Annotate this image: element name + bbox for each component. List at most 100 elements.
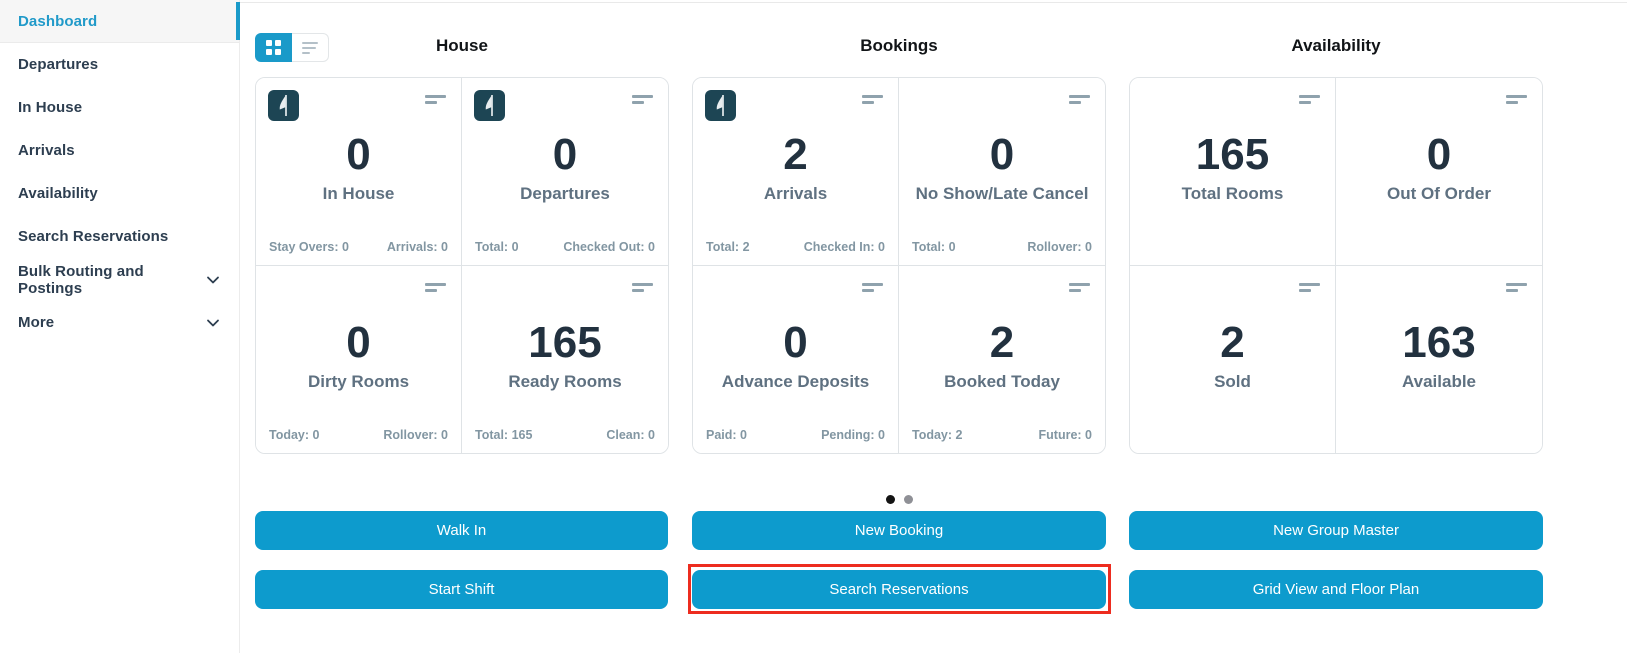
card-total-rooms[interactable]: 165 Total Rooms — [1130, 78, 1336, 266]
card-in-house[interactable]: 0 In House Stay Overs: 0 Arrivals: 0 — [256, 78, 462, 266]
filter-icon[interactable] — [862, 282, 883, 292]
stat-label: Out Of Order — [1387, 184, 1491, 203]
filter-icon[interactable] — [425, 282, 446, 292]
sidebar-item-label: More — [18, 314, 55, 331]
brand-logo-icon — [268, 90, 299, 121]
card-footer: Total: 0 Rollover: 0 — [912, 240, 1092, 254]
section-title-bookings: Bookings — [860, 36, 938, 55]
filter-icon[interactable] — [632, 95, 653, 104]
card-footer: Total: 2 Checked In: 0 — [706, 240, 885, 254]
stat-value: 0 — [1426, 130, 1452, 179]
brand-logo-icon — [474, 90, 505, 121]
filter-icon[interactable] — [425, 95, 446, 104]
grid-view-toggle-button[interactable] — [255, 33, 292, 62]
stat-label: Dirty Rooms — [307, 371, 410, 391]
card-sold[interactable]: 2 Sold — [1130, 265, 1336, 453]
sidebar-item-search-reservations[interactable]: Search Reservations — [0, 215, 239, 258]
sidebar-item-arrivals[interactable]: Arrivals — [0, 129, 239, 172]
stat-value: 0 — [346, 317, 371, 367]
section-title-availability: Availability — [1291, 36, 1381, 55]
stat-footer-left: Total: 0 — [912, 239, 956, 254]
carousel-pagination — [692, 495, 1106, 504]
new-group-master-button[interactable]: New Group Master — [1129, 511, 1543, 550]
card-footer: Paid: 0 Pending: 0 — [706, 428, 885, 442]
card-footer: Total: 165 Clean: 0 — [475, 428, 655, 442]
stat-label: Departures — [520, 184, 610, 203]
sidebar-item-more[interactable]: More — [0, 301, 239, 344]
stat-value: 2 — [989, 317, 1015, 367]
card-departures[interactable]: 0 Departures Total: 0 Checked Out: 0 — [462, 78, 668, 266]
section-title-house: House — [436, 36, 488, 55]
card-no-show-late-cancel[interactable]: 0 No Show/Late Cancel Total: 0 Rollover:… — [899, 78, 1105, 266]
stat-value: 163 — [1402, 317, 1476, 367]
stat-footer-left: Total: 165 — [475, 428, 533, 442]
card-dirty-rooms[interactable]: 0 Dirty Rooms Today: 0 Rollover: 0 — [256, 265, 462, 453]
filter-icon[interactable] — [1299, 282, 1320, 292]
chevron-down-icon — [205, 315, 221, 331]
stat-footer-left: Total: 2 — [706, 239, 750, 254]
card-arrivals[interactable]: 2 Arrivals Total: 2 Checked In: 0 — [693, 78, 899, 266]
stat-value: 2 — [1220, 317, 1245, 367]
filter-icon[interactable] — [1506, 95, 1527, 104]
stat-label: Available — [1401, 371, 1477, 391]
availability-card-group: 165 Total Rooms 0 Out Of Order 2 Sold 16… — [1129, 77, 1543, 454]
chevron-down-icon — [205, 272, 221, 288]
card-booked-today[interactable]: 2 Booked Today Today: 2 Future: 0 — [899, 265, 1105, 453]
card-footer: Total: 0 Checked Out: 0 — [475, 240, 655, 254]
stat-label: No Show/Late Cancel — [915, 184, 1089, 203]
sidebar-item-in-house[interactable]: In House — [0, 86, 239, 129]
sidebar-item-availability[interactable]: Availability — [0, 172, 239, 215]
stat-value: 0 — [783, 317, 808, 367]
stat-footer-left: Stay Overs: 0 — [269, 239, 349, 254]
stat-label: In House — [322, 184, 395, 203]
pagination-dot-active[interactable] — [885, 495, 895, 504]
bookings-card-group: 2 Arrivals Total: 2 Checked In: 0 0 No S… — [692, 77, 1106, 454]
filter-icon[interactable] — [1299, 95, 1320, 104]
sidebar-item-departures[interactable]: Departures — [0, 43, 239, 86]
stat-footer-left: Today: 0 — [269, 428, 320, 442]
sidebar-item-label: Search Reservations — [18, 228, 169, 245]
stat-label: Total Rooms — [1181, 184, 1284, 203]
grid-view-icon — [266, 40, 281, 55]
pagination-dot[interactable] — [903, 495, 913, 504]
filter-icon[interactable] — [1069, 282, 1090, 292]
filter-icon[interactable] — [862, 95, 883, 104]
sidebar-item-label: In House — [18, 99, 83, 116]
brand-logo-icon — [705, 90, 736, 121]
stat-label: Arrivals — [763, 184, 828, 203]
stat-footer-left: Total: 0 — [475, 239, 519, 254]
sidebar-item-label: Bulk Routing and Postings — [18, 262, 144, 297]
house-card-group: 0 In House Stay Overs: 0 Arrivals: 0 0 D… — [255, 77, 669, 454]
stat-footer-left: Paid: 0 — [706, 428, 747, 442]
card-available[interactable]: 163 Available — [1336, 265, 1542, 453]
card-out-of-order[interactable]: 0 Out Of Order — [1336, 78, 1542, 266]
start-shift-button[interactable]: Start Shift — [255, 570, 668, 609]
sidebar-item-label: Availability — [18, 185, 98, 202]
grid-view-and-floor-plan-button[interactable]: Grid View and Floor Plan — [1129, 570, 1543, 609]
search-reservations-button[interactable]: Search Reservations — [692, 570, 1106, 609]
walk-in-button[interactable]: Walk In — [255, 511, 668, 550]
filter-icon[interactable] — [632, 282, 653, 292]
list-view-toggle-button[interactable] — [292, 33, 329, 62]
card-footer: Today: 0 Rollover: 0 — [269, 428, 448, 442]
sidebar-item-label: Dashboard — [18, 12, 98, 30]
filter-icon[interactable] — [1506, 282, 1527, 292]
filter-icon[interactable] — [1069, 95, 1090, 104]
stat-value: 0 — [552, 130, 578, 179]
card-ready-rooms[interactable]: 165 Ready Rooms Total: 165 Clean: 0 — [462, 265, 668, 453]
card-footer: Stay Overs: 0 Arrivals: 0 — [269, 240, 448, 254]
stat-value: 2 — [783, 130, 808, 179]
stat-value: 0 — [346, 130, 371, 179]
main-content: House Bookings Availability 0 In House S… — [240, 0, 1627, 653]
new-booking-button[interactable]: New Booking — [692, 511, 1106, 550]
card-advance-deposits[interactable]: 0 Advance Deposits Paid: 0 Pending: 0 — [693, 265, 899, 453]
stat-footer-right: Rollover: 0 — [1027, 239, 1092, 254]
stat-label: Booked Today — [944, 371, 1060, 391]
sidebar-item-dashboard[interactable]: Dashboard — [0, 0, 240, 43]
stat-footer-right: Clean: 0 — [606, 428, 655, 442]
sidebar-item-bulk-routing-and-postings[interactable]: Bulk Routing and Postings — [0, 258, 239, 301]
stat-value: 165 — [528, 317, 602, 367]
stat-footer-right: Pending: 0 — [821, 428, 885, 442]
stat-footer-right: Future: 0 — [1038, 428, 1092, 442]
